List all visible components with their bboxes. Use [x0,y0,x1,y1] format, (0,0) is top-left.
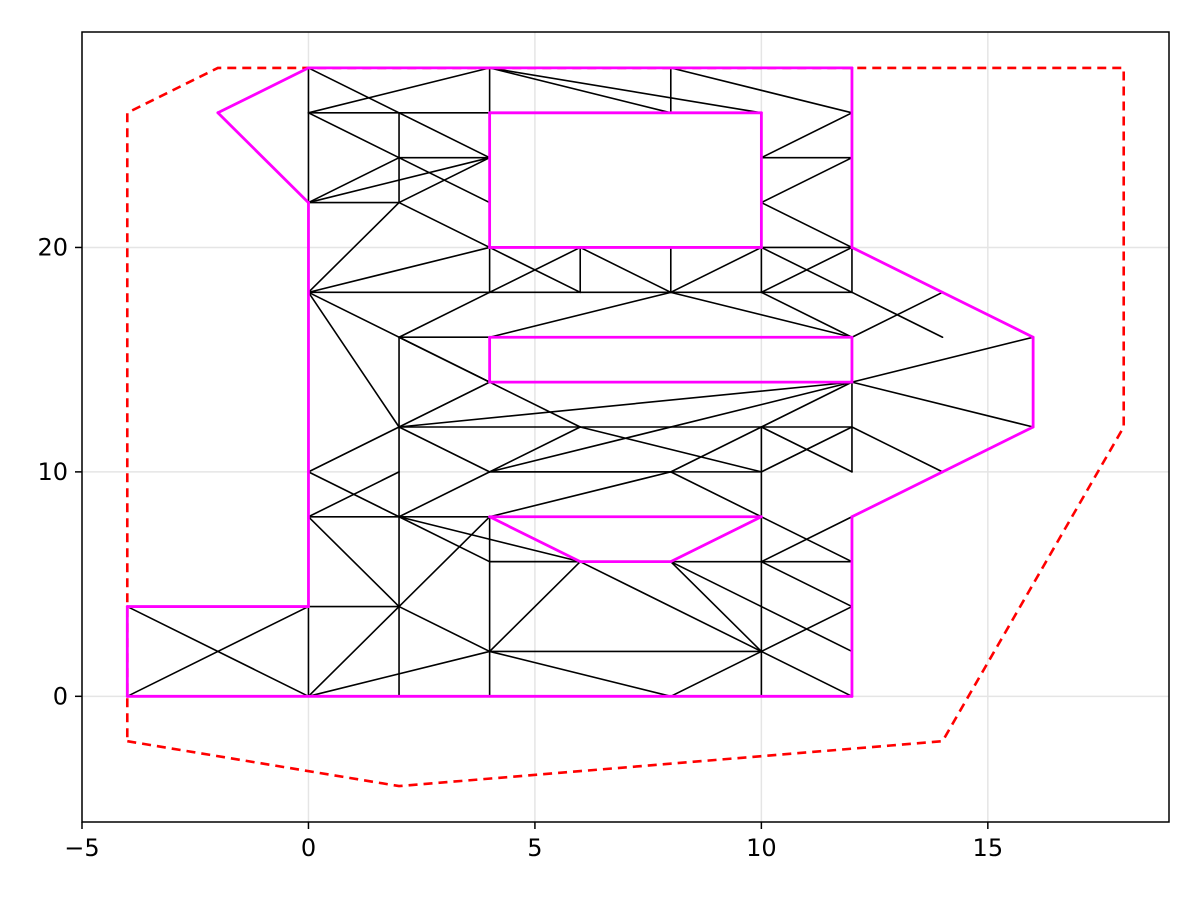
mesh-edge [669,560,763,653]
mesh-edges [126,67,1034,698]
mesh-edge [398,111,491,159]
mesh-edge [398,515,491,608]
mesh-edge [760,560,853,608]
mesh-edge [307,471,400,518]
mesh-edge [669,67,853,114]
mesh-edge [398,156,491,204]
mesh-edge [579,246,672,294]
mesh-edge [307,605,400,698]
mesh-edge [669,291,853,339]
x-tick-label: 15 [973,834,1004,862]
mesh-edge [669,471,763,518]
mesh-edge [398,291,491,339]
boundary-edge [941,425,1035,474]
mesh-edge [760,515,853,563]
mesh-edge [488,67,672,114]
mesh-edge [760,291,853,339]
mesh-edge [851,291,944,339]
mesh-edge [398,381,853,428]
mesh-edge [669,246,763,294]
mesh-edge [760,650,853,698]
mesh-edge [760,111,853,159]
mesh-edge [760,426,853,473]
boundary-edges [125,66,1035,698]
mesh-edge [579,560,763,653]
mesh-edge [398,471,491,518]
boundary-edge [941,290,1035,339]
mesh-edge [307,426,400,473]
x-tick-label: 0 [301,834,316,862]
y-tick-label: 10 [37,458,68,486]
x-tick-label: 5 [527,834,542,862]
mesh-edge [760,201,853,249]
mesh-edge [760,156,853,204]
boundary-edge [850,246,944,294]
mesh-edge [126,605,310,698]
mesh-edge [398,381,491,428]
mesh-edge [307,291,400,428]
mesh-edge [488,291,672,339]
mesh-edge [669,650,763,698]
convex-hull-line [125,66,1126,788]
mesh-edge [851,336,1034,383]
mesh-edge [851,381,1034,428]
convex-hull [125,66,1126,788]
plot-frame [81,31,1170,823]
mesh-edge [760,381,853,428]
boundary-edge [216,111,310,204]
mesh-edge [307,515,400,608]
mesh-edge [851,426,944,473]
mesh-edge [760,605,853,653]
mesh-edge [669,560,763,608]
mesh-edge [307,111,400,159]
mesh-edge [398,605,491,653]
mesh-edge [307,156,400,204]
mesh-edge [488,67,763,114]
mesh-edge [398,426,491,473]
boundary-edge [488,515,582,564]
mesh-edge [307,201,400,294]
mesh-edge [488,560,582,653]
mesh-edge [760,246,853,294]
mesh-edge [488,426,582,473]
x-tick-label: 10 [746,834,777,862]
mesh-edge [307,67,491,114]
mesh-edge [398,515,491,563]
mesh-edge [398,201,491,249]
boundary-edge [850,470,944,519]
mesh-edge [307,246,491,294]
mesh-edge [669,426,763,473]
mesh-edge [488,246,582,294]
mesh-edge [307,67,400,114]
mesh-edge [488,650,672,698]
axis-ticks: −5 0 5 10 15 0 10 20 [37,233,1003,862]
boundary-edge [669,515,763,564]
x-tick-label: −5 [64,834,99,862]
mesh-edge [579,426,763,473]
mesh-edge [488,471,672,518]
y-tick-label: 20 [37,233,68,261]
boundary-edge [216,66,310,115]
y-tick-label: 0 [53,682,68,710]
